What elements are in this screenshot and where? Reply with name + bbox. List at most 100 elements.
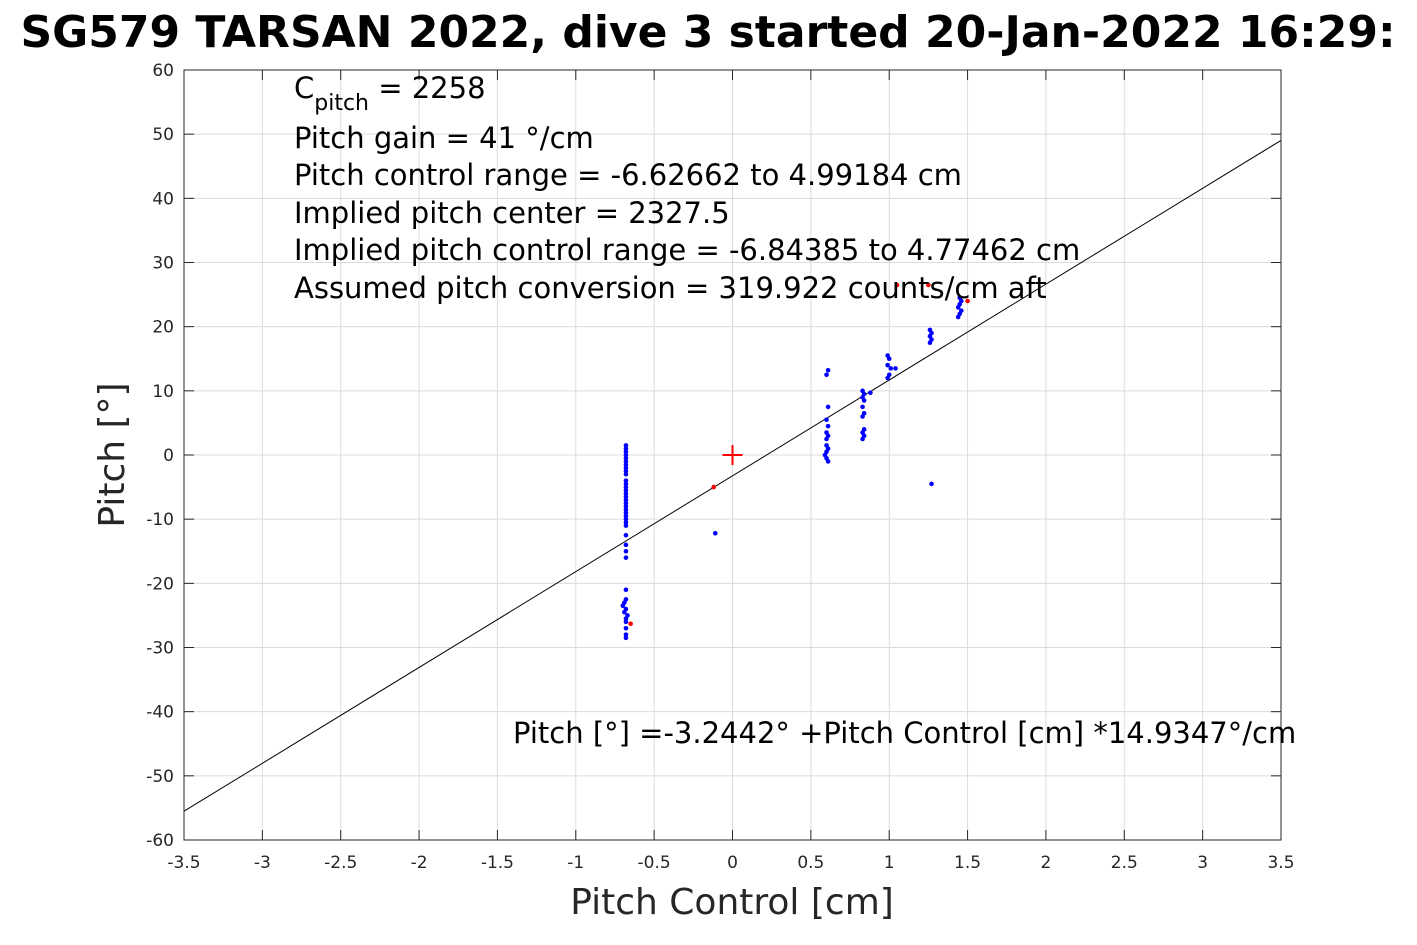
implied-pitch-range-annotation: Implied pitch control range = -6.84385 t… (294, 233, 1080, 267)
data-point-blue (623, 523, 629, 528)
x-tick-label: -3.5 (167, 853, 200, 873)
data-point-blue (927, 327, 933, 333)
c-pitch-annotation: Cpitch = 2258 (294, 71, 486, 116)
x-axis-label: Pitch Control [cm] (570, 882, 894, 923)
y-tick-label: -20 (146, 574, 174, 594)
x-tick-label: 1.5 (954, 853, 981, 873)
fit-equation-annotation: Pitch [°] =-3.2442° +Pitch Control [cm] … (513, 716, 1296, 750)
data-point-blue (623, 548, 629, 554)
y-tick-label: 10 (152, 382, 174, 402)
y-axis-label: Pitch [°] (92, 382, 133, 527)
data-point-blue (959, 308, 964, 313)
data-point-blue (623, 491, 629, 496)
c-pitch-main: C (294, 71, 314, 105)
data-point-blue (623, 616, 629, 621)
data-point-blue (622, 609, 627, 615)
data-point-red (965, 298, 970, 304)
data-point-blue (824, 443, 829, 448)
x-tick-label: -2 (411, 853, 428, 873)
data-point-blue (623, 587, 629, 593)
data-point-blue (623, 497, 629, 503)
fit-line-group (183, 139, 1282, 812)
data-point-blue (623, 468, 629, 474)
c-pitch-subscript: pitch (314, 91, 369, 116)
data-point-blue (623, 532, 629, 538)
y-tick-label: 50 (152, 125, 174, 145)
data-point-blue (623, 635, 629, 641)
x-tick-label: 0 (727, 853, 738, 873)
data-point-blue (861, 410, 867, 416)
data-point-blue (886, 372, 892, 378)
data-point-blue (712, 530, 718, 536)
data-point-blue (623, 459, 629, 464)
x-tick-label: 0.5 (797, 853, 824, 873)
data-point-blue (860, 404, 865, 410)
x-tick-label: -3 (254, 853, 271, 873)
x-tick-label: 3 (1197, 853, 1208, 873)
data-point-red (711, 484, 716, 490)
x-tick-label: -1.5 (481, 853, 514, 873)
data-point-blue (623, 484, 629, 490)
data-point-blue (623, 465, 629, 471)
data-point-blue (824, 430, 829, 435)
y-tick-label: 40 (152, 189, 174, 209)
axis-ticks: -3.5 -3 -2.5 -2 -1.5 -1 -0.5 0 0.5 1 1.5 2 2.5 3 3.5 -6… (146, 61, 1294, 873)
data-point-blue (623, 510, 629, 516)
x-tick-label: -2.5 (324, 853, 357, 873)
data-point-red (628, 621, 633, 627)
data-point-blue (825, 459, 831, 464)
data-point-blue (824, 417, 829, 423)
data-point-blue (623, 487, 629, 493)
data-point-blue (623, 446, 629, 451)
y-tick-label: -30 (146, 639, 174, 659)
data-points (620, 282, 970, 641)
data-point-blue (623, 520, 629, 525)
fit-line (183, 139, 1282, 812)
data-point-blue (623, 452, 629, 458)
data-point-blue (861, 427, 867, 432)
data-point-blue (868, 390, 873, 396)
pitch-conversion-annotation: Assumed pitch conversion = 319.922 count… (294, 271, 1047, 305)
data-point-blue (929, 481, 934, 487)
data-point-blue (825, 368, 831, 373)
pitch-control-range-annotation: Pitch control range = -6.62662 to 4.9918… (294, 158, 962, 192)
x-tick-label: 1 (884, 853, 895, 873)
data-point-blue (623, 449, 629, 455)
x-tick-label: -0.5 (638, 853, 671, 873)
data-point-blue (623, 625, 629, 631)
data-point-blue (825, 423, 831, 429)
data-point-blue (957, 295, 963, 301)
chart-title: SG579 TARSAN 2022, dive 3 started 20-Jan… (20, 7, 1395, 58)
data-point-blue (623, 494, 629, 500)
x-tick-label: 3.5 (1267, 853, 1294, 873)
data-point-blue (623, 507, 629, 512)
y-tick-label: 20 (152, 318, 174, 338)
pitch-gain-annotation: Pitch gain = 41 °/cm (294, 121, 594, 155)
data-point-blue (825, 404, 831, 410)
y-tick-label: 0 (163, 446, 174, 466)
data-point-blue (623, 504, 629, 509)
data-point-blue (623, 462, 629, 467)
center-marker-group (722, 445, 743, 465)
data-point-blue (860, 388, 865, 394)
data-point-blue (623, 555, 629, 560)
data-point-red (894, 282, 900, 288)
c-pitch-value: = 2258 (369, 71, 486, 105)
data-point-blue (623, 471, 629, 477)
data-point-blue (623, 478, 629, 483)
data-point-blue (623, 632, 629, 637)
x-tick-label: -1 (567, 853, 584, 873)
data-point-blue (893, 366, 898, 371)
y-tick-label: -50 (146, 767, 174, 787)
data-point-blue (623, 542, 629, 548)
y-tick-label: 60 (152, 61, 174, 81)
y-tick-label: -40 (146, 703, 174, 723)
data-point-blue (623, 619, 629, 625)
data-point-blue (620, 603, 626, 609)
x-tick-label: 2 (1041, 853, 1052, 873)
data-point-blue (623, 481, 629, 487)
implied-pitch-center-annotation: Implied pitch center = 2327.5 (294, 196, 730, 230)
y-tick-label: -10 (146, 510, 174, 530)
x-tick-label: 2.5 (1111, 853, 1138, 873)
